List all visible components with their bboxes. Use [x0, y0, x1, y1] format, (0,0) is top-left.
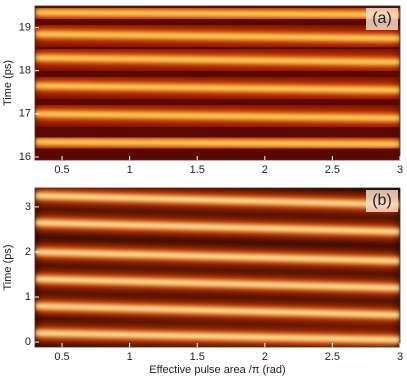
x-tick-label: 2: [262, 351, 268, 363]
y-tick-label: 0: [25, 336, 31, 348]
x-tick-label: 3: [397, 164, 403, 176]
x-axis-label: Effective pulse area /π (rad): [149, 364, 285, 376]
y-tick-label: 16: [19, 151, 31, 163]
panel-label: (b): [372, 192, 392, 209]
y-tick-label: 17: [19, 108, 31, 120]
fringe-core: [35, 9, 400, 18]
y-axis-label: Time (ps): [2, 244, 14, 290]
x-tick-label: 2.5: [325, 164, 340, 176]
x-tick-label: 2: [262, 164, 268, 176]
x-tick-label: 1: [127, 351, 133, 363]
plot-frame: [34, 187, 401, 348]
panel-label: (a): [372, 10, 392, 27]
fringe-core: [35, 110, 400, 122]
y-tick-label: 1: [25, 291, 31, 303]
fringe-core: [35, 82, 400, 94]
x-tick-label: 1: [127, 164, 133, 176]
fringe-core: [35, 192, 400, 208]
fringe-core: [35, 54, 400, 66]
plot-area: [35, 188, 400, 347]
y-axis-label: Time (ps): [2, 60, 14, 106]
fringe-core: [35, 330, 400, 343]
fringe-core: [35, 138, 400, 148]
fringe-core: [35, 31, 400, 42]
x-tick-label: 3: [397, 351, 403, 363]
x-tick-label: 1.5: [190, 351, 205, 363]
x-tick-label: 0.5: [54, 351, 69, 363]
y-tick-label: 3: [25, 201, 31, 213]
fringe-core: [35, 248, 400, 264]
plot-area: [35, 6, 400, 160]
y-tick-label: 2: [25, 246, 31, 258]
x-tick-label: 2.5: [325, 351, 340, 363]
panel-label-bg: [366, 8, 398, 30]
panel-label-bg: [366, 190, 398, 212]
y-tick-label: 19: [19, 21, 31, 33]
y-tick-label: 18: [19, 65, 31, 77]
fringe-core: [35, 303, 400, 319]
x-tick-label: 0.5: [54, 164, 69, 176]
fringe-core: [35, 219, 400, 235]
x-tick-label: 1.5: [190, 164, 205, 176]
fringe-core: [35, 275, 400, 291]
plot-frame: [34, 5, 401, 161]
